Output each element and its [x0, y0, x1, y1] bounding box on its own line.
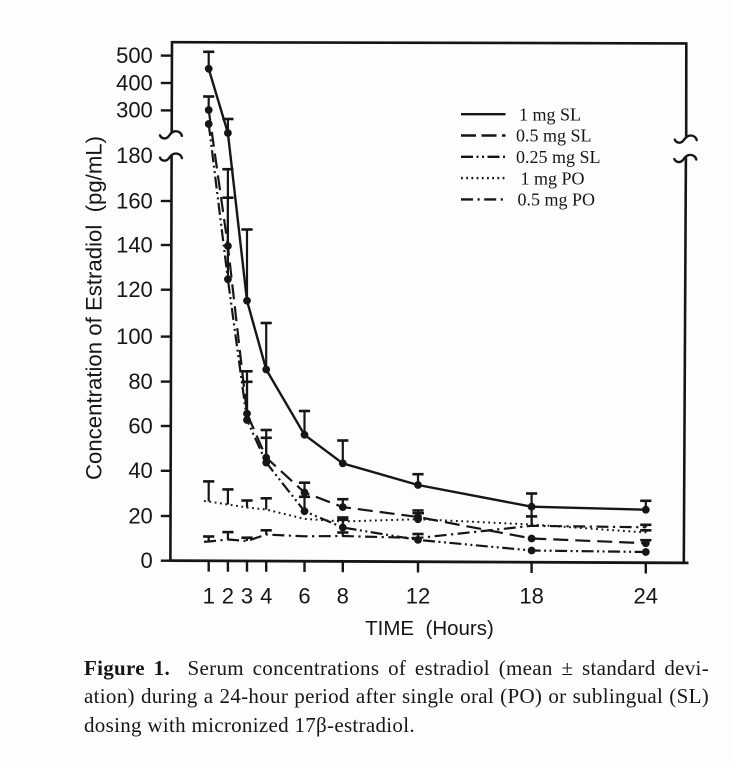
svg-text:8: 8 [337, 584, 349, 609]
svg-text:Concentration of Estradiol (p: Concentration of Estradiol (pg/mL) [82, 136, 107, 480]
svg-text:0.25 mg SL: 0.25 mg SL [516, 147, 601, 167]
svg-text:100: 100 [116, 324, 153, 349]
svg-text:140: 140 [116, 232, 153, 257]
svg-text:180: 180 [116, 143, 153, 168]
svg-text:3: 3 [241, 584, 253, 609]
svg-text:1 mg SL: 1 mg SL [519, 104, 581, 124]
svg-text:12: 12 [406, 584, 430, 609]
svg-text:500: 500 [116, 43, 153, 68]
svg-text:4: 4 [260, 584, 272, 609]
svg-text:0: 0 [141, 548, 153, 573]
svg-text:80: 80 [128, 369, 152, 394]
svg-text:60: 60 [128, 413, 152, 438]
svg-text:1: 1 [203, 584, 215, 609]
svg-text:1 mg PO: 1 mg PO [521, 168, 585, 188]
svg-text:120: 120 [116, 277, 153, 302]
svg-text:0.5 mg PO: 0.5 mg PO [518, 190, 596, 210]
svg-text:TIME (Hours): TIME (Hours) [365, 617, 494, 640]
svg-text:160: 160 [116, 188, 153, 213]
svg-text:40: 40 [128, 458, 152, 483]
svg-text:6: 6 [298, 584, 310, 609]
svg-text:20: 20 [128, 503, 152, 528]
svg-text:400: 400 [116, 70, 153, 95]
svg-text:24: 24 [634, 584, 658, 609]
svg-text:300: 300 [116, 98, 153, 123]
svg-text:2: 2 [222, 584, 234, 609]
svg-text:18: 18 [519, 584, 543, 609]
svg-text:0.5 mg SL: 0.5 mg SL [516, 126, 592, 146]
